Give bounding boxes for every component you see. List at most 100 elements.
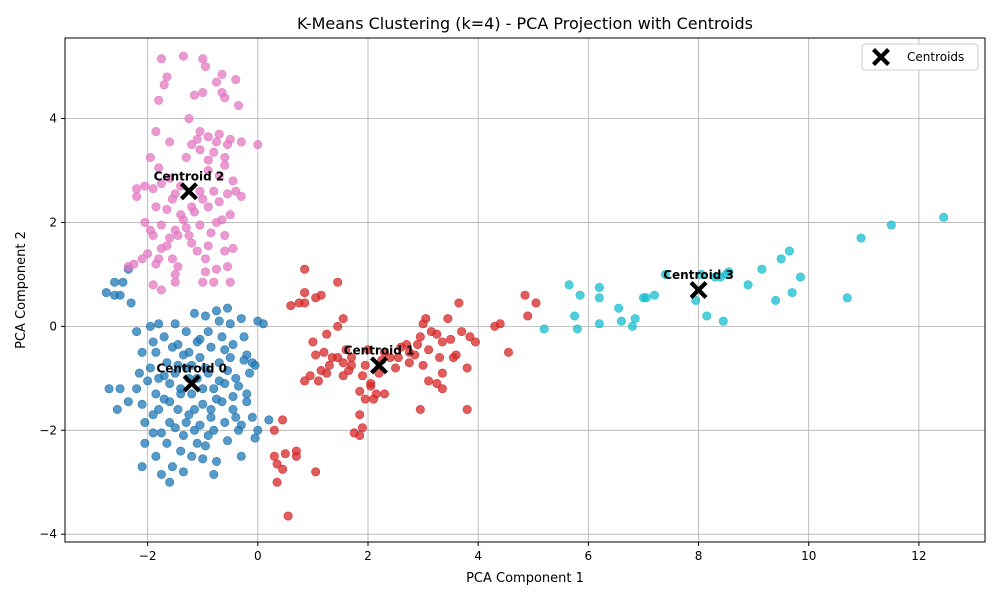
cluster-0-point [223,436,233,446]
cluster-1-point [415,332,425,342]
cluster-1-point [338,314,348,324]
x-tick-label: 4 [474,549,482,563]
grid-lines [65,38,985,542]
centroid-marker-3 [689,281,708,299]
cluster-2-point [231,75,241,85]
cluster-0-point [178,350,188,360]
x-tick-label: 0 [254,549,262,563]
cluster-0-point [253,425,263,435]
cluster-0-point [154,319,164,329]
cluster-2-point [156,178,166,188]
cluster-2-point [220,246,230,256]
cluster-0-point [228,392,238,402]
cluster-2-point [225,277,235,287]
centroid-marker-1 [370,356,389,375]
cluster-0-point [189,405,199,415]
cluster-0-point [225,353,235,363]
cluster-0-point [236,451,246,461]
cluster-2-point [195,186,205,196]
cluster-3-point [795,272,805,282]
cluster-2-point [156,285,166,295]
cluster-0-point [151,451,161,461]
cluster-0-point [118,277,128,287]
cluster-2-point [236,191,246,201]
cluster-1-point [495,319,505,329]
cluster-2-point [195,220,205,230]
cluster-1-point [278,464,288,474]
cluster-0-point [165,477,175,487]
cluster-0-point [200,441,210,451]
cluster-0-point [187,389,197,399]
cluster-0-point [115,384,125,394]
cluster-2-point [198,54,208,64]
cluster-1-point [437,368,447,378]
x-tick-label: −2 [139,549,157,563]
cluster-1-point [357,371,367,381]
cluster-2-point [156,54,166,64]
cluster-2-point [211,264,221,274]
cluster-1-point [333,321,343,331]
cluster-0-point [178,430,188,440]
chart-title: K-Means Clustering (k=4) - PCA Projectio… [297,14,753,33]
cluster-0-point [192,438,202,448]
cluster-3-point [757,264,767,274]
cluster-1-point [338,371,348,381]
cluster-2-point [203,155,213,165]
cluster-1-point [291,451,301,461]
cluster-2-point [159,80,169,90]
cluster-0-point [228,405,238,415]
cluster-1-point [280,449,290,459]
cluster-0-point [140,417,150,427]
cluster-2-point [145,225,155,235]
cluster-0-point [198,399,208,409]
cluster-1-point [421,314,431,324]
cluster-3-point [842,293,852,303]
cluster-2-point [165,137,175,147]
cluster-1-point [360,360,370,370]
legend-marker-centroid [872,48,890,66]
cluster-0-point [170,319,180,329]
cluster-2-point [143,249,153,259]
cluster-2-point [234,101,244,111]
cluster-1-point [432,379,442,389]
cluster-2-point [192,134,202,144]
cluster-0-point [195,353,205,363]
cluster-0-point [209,384,219,394]
cluster-0-point [167,342,177,352]
cluster-1-point [366,381,376,391]
centroid-marker-0 [182,374,201,393]
cluster-2-point [198,194,208,204]
cluster-0-point [247,412,257,422]
cluster-1-point [462,405,472,415]
cluster-2-point [211,217,221,227]
cluster-1-point [324,360,334,370]
cluster-1-point [424,376,434,386]
cluster-1-point [300,288,310,298]
cluster-2-point [140,181,150,191]
cluster-0-point [170,368,180,378]
cluster-1-point [272,459,282,469]
cluster-2-point [178,215,188,225]
cluster-3-point [649,290,659,300]
cluster-3-point [696,269,706,279]
cluster-2-point [228,243,238,253]
cluster-1-point [363,345,373,355]
cluster-0-point [209,425,219,435]
y-tick-label: 2 [49,215,57,229]
cluster-2-point [192,246,202,256]
cluster-1-point [462,363,472,373]
cluster-3-point [939,212,949,222]
cluster-0-point [189,425,199,435]
cluster-2-point [225,210,235,220]
cluster-3-point [886,220,896,230]
cluster-2-point [223,140,233,150]
cluster-1-point [311,467,321,477]
y-tick-label: −2 [39,423,57,437]
cluster-1-point [322,329,332,339]
x-tick-label: 8 [695,549,703,563]
cluster-3-point [691,295,701,305]
cluster-2-point [198,88,208,98]
cluster-2-point [231,186,241,196]
cluster-1-point [380,389,390,399]
